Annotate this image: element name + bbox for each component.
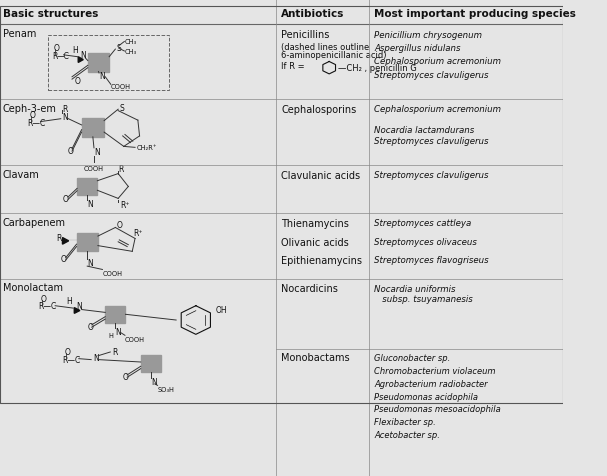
Text: O: O [30,111,36,119]
Text: H: H [108,333,113,338]
Text: Cephalosporium acremonium: Cephalosporium acremonium [374,105,501,114]
Text: O: O [61,255,67,264]
Polygon shape [74,308,80,314]
Text: (dashed lines outline: (dashed lines outline [282,43,370,52]
Text: N: N [80,51,86,60]
Text: O: O [41,294,47,303]
Text: Acetobacter sp.: Acetobacter sp. [374,430,440,439]
Text: Clavulanic acids: Clavulanic acids [282,170,361,180]
Text: Clavam: Clavam [3,169,39,179]
Text: R: R [56,233,62,242]
Text: —CH₂ , penicillin G: —CH₂ , penicillin G [337,64,416,73]
Text: Penicillium chrysogenum: Penicillium chrysogenum [374,30,482,40]
Text: Nocardia lactamdurans: Nocardia lactamdurans [374,126,475,135]
Text: N: N [115,327,121,336]
Polygon shape [78,58,83,63]
Text: Antibiotics: Antibiotics [282,9,345,19]
Text: Flexibacter sp.: Flexibacter sp. [374,417,436,426]
Text: N: N [93,354,98,362]
Text: Ceph-3-em: Ceph-3-em [3,104,56,114]
Text: N: N [87,258,93,267]
Text: CH₃: CH₃ [125,49,137,55]
Text: OH: OH [215,306,227,314]
Text: Penicillins: Penicillins [282,30,330,40]
Text: —C: —C [56,52,69,60]
Text: O: O [123,373,129,381]
Text: COOH: COOH [111,84,131,90]
Text: Nocardicins: Nocardicins [282,284,338,294]
Bar [77,178,97,196]
Text: SO₃H: SO₃H [158,387,174,393]
Text: S: S [120,104,124,112]
Text: R—C: R—C [62,355,80,364]
Text: R: R [62,105,67,113]
Text: Epithienamycins: Epithienamycins [282,255,362,265]
Text: N: N [99,72,105,81]
Text: Nocardia uniformis: Nocardia uniformis [374,285,456,294]
Text: Gluconobacter sp.: Gluconobacter sp. [374,353,450,362]
Text: O: O [53,44,59,52]
Bar [81,119,104,138]
Text: Carbapenem: Carbapenem [3,217,66,227]
Bar [141,356,161,373]
Text: O: O [63,195,69,203]
Text: Pseudomonas acidophila: Pseudomonas acidophila [374,392,478,401]
Text: Streptomyces olivaceus: Streptomyces olivaceus [374,237,477,246]
Text: R⁺: R⁺ [134,229,143,238]
Text: CH₃: CH₃ [125,40,137,45]
Text: Streptomyces clavuligerus: Streptomyces clavuligerus [374,137,489,146]
Text: Cephalosporium acremonium: Cephalosporium acremonium [374,57,501,66]
Text: COOH: COOH [125,337,145,343]
Text: H: H [66,297,72,306]
Text: R: R [52,52,57,60]
Text: Streptomyces clavuligerus: Streptomyces clavuligerus [374,70,489,79]
Text: N: N [62,113,67,121]
Text: R: R [118,165,124,174]
Text: subsp. tsuyamanesis: subsp. tsuyamanesis [374,294,473,303]
Text: Aspergillus nidulans: Aspergillus nidulans [374,44,461,53]
Text: O: O [74,77,80,86]
Text: If R =: If R = [282,62,305,71]
Text: Streptomyces flavogriseus: Streptomyces flavogriseus [374,255,489,264]
Bar [76,233,98,251]
Text: Agrobacterium radiobacter: Agrobacterium radiobacter [374,379,488,388]
Text: Chromobacterium violaceum: Chromobacterium violaceum [374,366,496,375]
Text: Streptomyces clavuligerus: Streptomyces clavuligerus [374,170,489,179]
Text: Penam: Penam [3,29,36,39]
Bar [0,7,563,403]
Text: R: R [112,348,118,357]
Bar [88,54,109,72]
Text: N: N [94,148,100,156]
Bar [105,306,126,323]
Polygon shape [63,238,69,245]
Text: O: O [87,323,93,331]
Text: S: S [117,44,121,52]
Text: COOH: COOH [103,271,123,277]
Text: COOH: COOH [83,165,103,171]
Text: R—C: R—C [27,119,46,128]
Text: N: N [151,377,157,386]
Text: N: N [87,199,93,208]
Text: 6-aminopenicillanic acid): 6-aminopenicillanic acid) [282,50,387,60]
Text: Basic structures: Basic structures [3,9,98,19]
Text: O: O [117,220,123,229]
Text: Streptomyces cattleya: Streptomyces cattleya [374,219,472,228]
Text: O: O [65,347,70,356]
Text: Olivanic acids: Olivanic acids [282,237,349,247]
Text: Thienamycins: Thienamycins [282,219,349,229]
Text: O: O [67,147,73,155]
Text: H: H [72,46,78,54]
Text: Cephalosporins: Cephalosporins [282,105,356,115]
Text: Most important producing species: Most important producing species [374,9,576,19]
Text: N: N [76,302,82,310]
Text: Monobactams: Monobactams [282,352,350,362]
Text: CH₂R⁺: CH₂R⁺ [136,145,157,151]
Bar [48,36,169,91]
Text: Pseudomonas mesoacidophila: Pseudomonas mesoacidophila [374,405,501,414]
Text: R—C: R—C [38,302,56,310]
Text: Monolactam: Monolactam [3,283,63,293]
Text: R⁺: R⁺ [120,200,130,209]
